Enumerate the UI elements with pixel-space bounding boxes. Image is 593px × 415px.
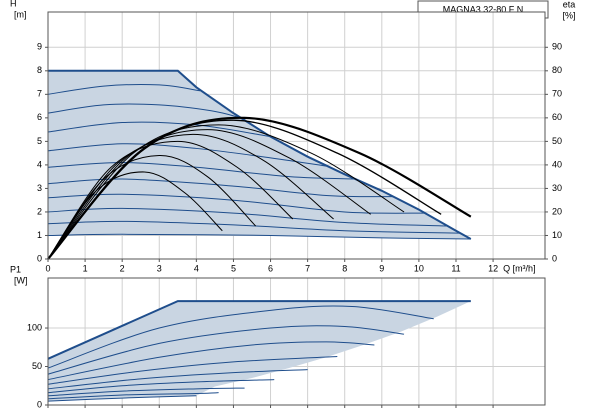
pump-curve bbox=[47, 395, 197, 402]
efficiency-curve bbox=[47, 129, 371, 260]
plot-frame bbox=[47, 11, 546, 260]
efficiency-curve bbox=[47, 140, 294, 260]
x-tick-label: 0 bbox=[45, 263, 50, 273]
y-tick-label: 50 bbox=[32, 361, 42, 371]
x-tick-label: 10 bbox=[414, 263, 424, 273]
pump-curve bbox=[47, 233, 471, 240]
y2-tick-label: 40 bbox=[552, 159, 562, 169]
pump-curve bbox=[47, 379, 275, 394]
y-tick-label: 3 bbox=[37, 183, 42, 193]
y2-tick-label: 70 bbox=[552, 89, 562, 99]
x-tick-label: 4 bbox=[194, 263, 199, 273]
y-tick-label: 100 bbox=[27, 322, 42, 332]
x-tick-label: 12 bbox=[488, 263, 498, 273]
y2-tick-label: 60 bbox=[552, 112, 562, 122]
pump-curve bbox=[47, 220, 460, 234]
y-axis-label: H bbox=[10, 0, 17, 8]
y-tick-label: 7 bbox=[37, 89, 42, 99]
y-tick-label: 1 bbox=[37, 230, 42, 240]
y-tick-label: 0 bbox=[37, 399, 42, 409]
pump-curve bbox=[47, 300, 471, 360]
efficiency-curve bbox=[47, 154, 257, 260]
pump-curve bbox=[47, 369, 308, 390]
y2-axis-label: eta bbox=[563, 0, 576, 9]
pump-curve bbox=[47, 305, 434, 369]
y-tick-label: 6 bbox=[37, 112, 42, 122]
pump-curve bbox=[47, 121, 271, 138]
x-tick-label: 2 bbox=[120, 263, 125, 273]
chart-title: MAGNA3 32-80 F N bbox=[443, 4, 524, 14]
y-tick-label: 2 bbox=[37, 206, 42, 216]
pump-curve bbox=[47, 143, 327, 167]
y-tick-label: 4 bbox=[37, 159, 42, 169]
pump-curve bbox=[47, 341, 375, 381]
efficiency-curve bbox=[47, 133, 334, 260]
y2-tick-label: 10 bbox=[552, 230, 562, 240]
y2-tick-label: 0 bbox=[552, 253, 557, 263]
efficiency-curve bbox=[47, 124, 405, 260]
pump-curve bbox=[47, 387, 245, 397]
pump-curve bbox=[47, 103, 241, 119]
y-tick-label: 0 bbox=[37, 253, 42, 263]
pump-curve bbox=[48, 69, 472, 240]
pump-curve bbox=[47, 325, 405, 375]
pump-curve bbox=[47, 193, 427, 214]
x-tick-label: 8 bbox=[342, 263, 347, 273]
x-tick-label: 11 bbox=[451, 263, 460, 273]
y-axis-label: [m] bbox=[14, 9, 27, 19]
operating-area bbox=[48, 301, 471, 402]
x-tick-label: 6 bbox=[268, 263, 273, 273]
pump-curve bbox=[47, 356, 338, 385]
x-tick-label: 3 bbox=[157, 263, 162, 273]
y-axis-label: P1 bbox=[10, 264, 21, 274]
y2-tick-label: 90 bbox=[552, 42, 562, 52]
y2-tick-label: 30 bbox=[552, 183, 562, 193]
x-tick-label: 5 bbox=[231, 263, 236, 273]
x-axis-label: Q [m³/h] bbox=[503, 263, 536, 273]
x-tick-label: 7 bbox=[305, 263, 310, 273]
pump-curve bbox=[47, 162, 356, 180]
y-tick-label: 5 bbox=[37, 136, 42, 146]
y2-tick-label: 50 bbox=[552, 136, 562, 146]
y-tick-label: 8 bbox=[37, 65, 42, 75]
y2-axis-label: [%] bbox=[562, 10, 575, 20]
y2-tick-label: 80 bbox=[552, 65, 562, 75]
x-tick-label: 9 bbox=[379, 263, 384, 273]
pump-curve bbox=[47, 207, 449, 227]
y-tick-label: 9 bbox=[37, 42, 42, 52]
y-axis-label: [W] bbox=[14, 275, 28, 285]
pump-curve bbox=[47, 84, 201, 95]
pump-curve bbox=[47, 392, 219, 400]
efficiency-curve bbox=[47, 116, 472, 260]
y2-tick-label: 20 bbox=[552, 206, 562, 216]
plot-frame bbox=[47, 277, 546, 406]
x-tick-label: 1 bbox=[83, 263, 88, 273]
